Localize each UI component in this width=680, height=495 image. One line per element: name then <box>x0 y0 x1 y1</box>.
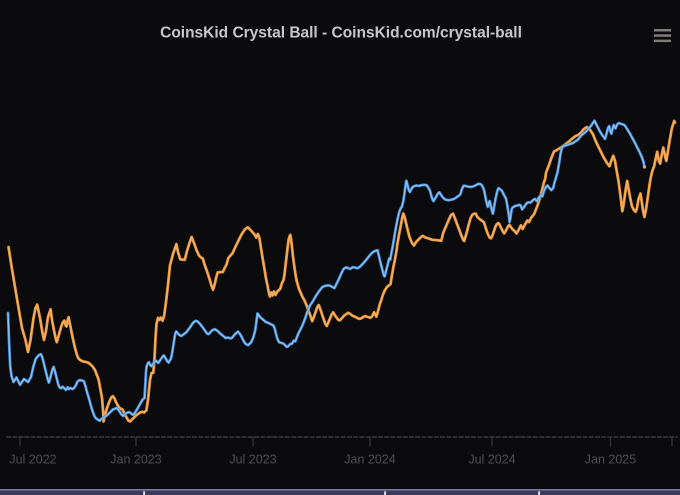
svg-text:Jan 2025: Jan 2025 <box>585 453 636 467</box>
svg-text:Jul 2022: Jul 2022 <box>9 453 56 467</box>
svg-text:CoinsKid Crystal Ball - CoinsK: CoinsKid Crystal Ball - CoinsKid.com/cry… <box>160 25 522 42</box>
svg-text:Jan 2023: Jan 2023 <box>110 453 161 467</box>
svg-text:Jul 2023: Jul 2023 <box>229 453 276 467</box>
svg-text:Jan 2024: Jan 2024 <box>344 453 395 467</box>
svg-text:Jul 2024: Jul 2024 <box>468 453 515 467</box>
